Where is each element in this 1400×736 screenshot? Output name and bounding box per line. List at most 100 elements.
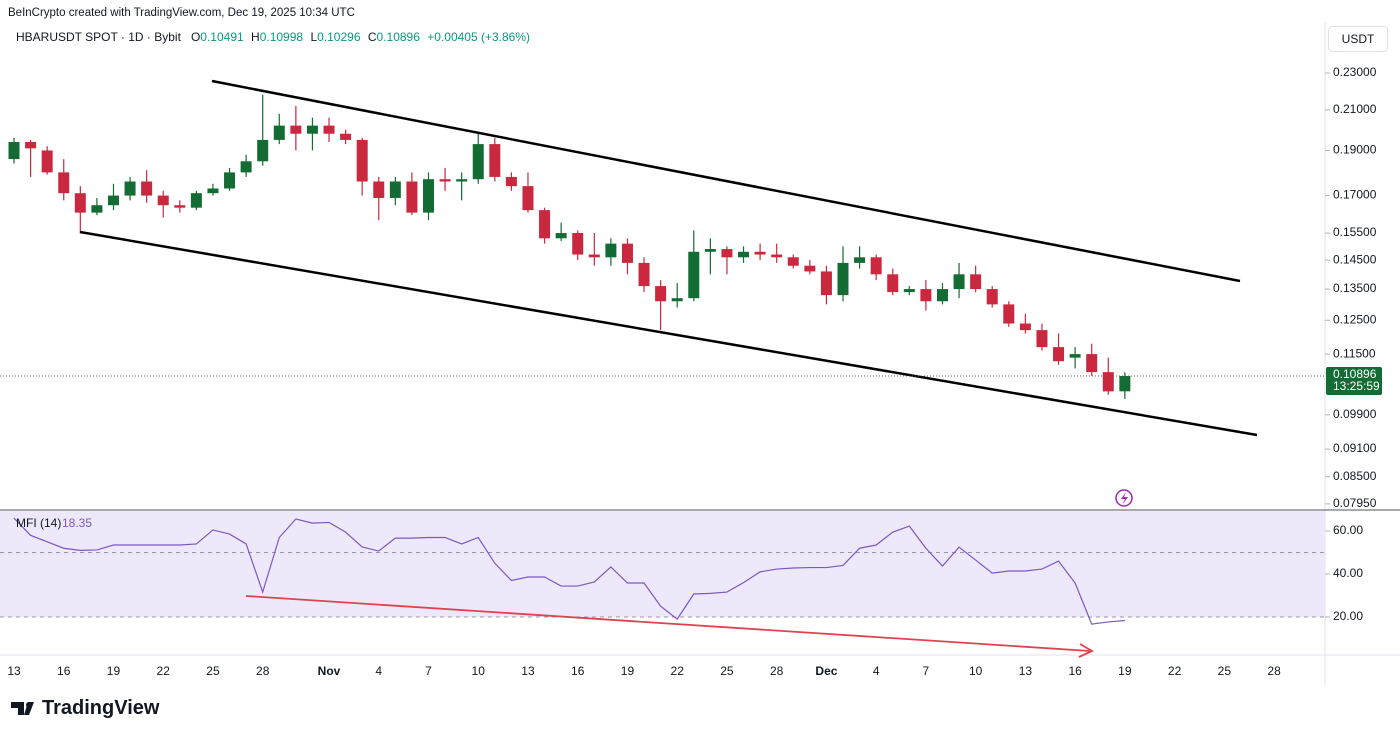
candle-body xyxy=(688,251,700,299)
candle-body xyxy=(621,243,633,263)
y-tick-label: 40.00 xyxy=(1333,566,1363,580)
candle-body xyxy=(804,265,816,272)
x-tick-label: 7 xyxy=(425,664,432,678)
candle-body xyxy=(58,172,70,194)
x-tick-label: 4 xyxy=(873,664,880,678)
candle-body xyxy=(124,181,136,196)
divergence-arrowhead xyxy=(1078,643,1094,658)
x-tick-label: 16 xyxy=(57,664,71,678)
candle-body xyxy=(671,298,683,302)
ohlc-value: 0.10896 xyxy=(376,30,420,44)
x-tick-label: 13 xyxy=(1019,664,1033,678)
x-tick-label: 25 xyxy=(720,664,734,678)
y-tick-label: 0.15500 xyxy=(1333,225,1377,239)
candle-body xyxy=(1003,304,1015,324)
candle-body xyxy=(340,133,352,140)
candle-body xyxy=(1053,347,1065,362)
x-tick-label: 19 xyxy=(1118,664,1132,678)
candle-body xyxy=(1019,323,1031,331)
candle-body xyxy=(870,257,882,275)
candle-body xyxy=(771,254,783,258)
y-tick-label: 0.17000 xyxy=(1333,188,1377,202)
candle-body xyxy=(854,257,866,263)
band xyxy=(0,511,1325,617)
ohlc-value: 0.10491 xyxy=(200,30,244,44)
candle-body xyxy=(655,286,667,302)
countdown: 13:25:59 xyxy=(1333,379,1380,393)
candle-body xyxy=(306,125,318,134)
y-tick-label: 60.00 xyxy=(1333,523,1363,537)
ohlc-value: 0.10998 xyxy=(259,30,304,44)
candle-body xyxy=(1086,354,1098,373)
x-tick-label: 16 xyxy=(1068,664,1082,678)
candle-body xyxy=(41,150,53,173)
candle-body xyxy=(837,262,849,296)
y-tick-label: 0.13500 xyxy=(1333,281,1377,295)
candle-body xyxy=(555,233,567,239)
x-tick-label: 19 xyxy=(107,664,121,678)
ohlc-label: C xyxy=(367,30,377,44)
candle-body xyxy=(539,210,551,239)
divergence-line xyxy=(245,595,1091,652)
x-tick-label: 25 xyxy=(1218,664,1232,678)
y-tick-label: 0.21000 xyxy=(1333,102,1377,116)
candle-body xyxy=(903,289,915,293)
candle-body xyxy=(505,176,517,187)
y-tick-label: 0.07950 xyxy=(1333,496,1377,510)
y-tick-label: 0.08500 xyxy=(1333,469,1377,483)
candle-body xyxy=(489,144,501,177)
currency-button[interactable]: USDT xyxy=(1328,26,1388,52)
x-tick-label: 10 xyxy=(472,664,486,678)
mfi-line xyxy=(13,517,1125,625)
ohlc-value: 0.10296 xyxy=(317,30,361,44)
candle-body xyxy=(704,249,716,252)
x-tick-label: 22 xyxy=(157,664,171,678)
x-tick-label: 10 xyxy=(969,664,983,678)
trend-line-lower xyxy=(79,230,1258,437)
candle-body xyxy=(1119,375,1131,392)
candle-body xyxy=(74,193,86,213)
last-price-box xyxy=(1326,366,1382,395)
candle-body xyxy=(638,262,650,287)
brand-logo-dot xyxy=(26,702,32,708)
symbol: HBARUSDT SPOT · 1D · Bybit xyxy=(16,30,181,44)
candle-body xyxy=(257,139,269,162)
x-tick-label: 28 xyxy=(770,664,784,678)
candle-body xyxy=(920,289,932,302)
y-tick-label: 0.23000 xyxy=(1333,65,1377,79)
candle-body xyxy=(456,179,468,182)
candle-body xyxy=(224,172,236,189)
y-tick-label: 0.12500 xyxy=(1333,312,1377,326)
candle-body xyxy=(423,179,434,213)
ohlc-label: L xyxy=(310,30,318,44)
candle-body xyxy=(605,243,617,258)
candle-body xyxy=(406,181,418,213)
candle-body xyxy=(356,139,368,182)
x-tick-label: 13 xyxy=(7,664,21,678)
candle-body xyxy=(91,205,103,213)
y-tick-label: 0.11500 xyxy=(1333,346,1376,360)
x-tick-label: 4 xyxy=(375,664,382,678)
candle-body xyxy=(389,181,401,198)
candle-body xyxy=(1036,330,1048,348)
y-tick-label: 0.14500 xyxy=(1333,252,1377,266)
legend-name: MFI (14) xyxy=(16,516,61,530)
y-tick-label: 0.19000 xyxy=(1333,143,1377,157)
x-tick-label: 22 xyxy=(1168,664,1182,678)
change: +0.00405 (+3.86%) xyxy=(427,30,531,44)
candle-body xyxy=(439,179,451,182)
last-price-label: 0.10896 xyxy=(1333,367,1377,381)
y-tick-label: 0.09900 xyxy=(1333,407,1377,421)
candle-body xyxy=(290,125,302,134)
symbol-header: HBARUSDT SPOT · 1D · Bybit O0.10491 H0.1… xyxy=(16,30,534,44)
x-tick-label: Nov xyxy=(318,664,341,678)
x-tick-label: 28 xyxy=(256,664,270,678)
candle-body xyxy=(721,249,733,258)
candle-body xyxy=(373,181,385,198)
x-tick-label: 13 xyxy=(521,664,535,678)
x-tick-label: 22 xyxy=(671,664,685,678)
candle-body xyxy=(190,193,202,208)
y-tick-label: 0.09100 xyxy=(1333,441,1377,455)
